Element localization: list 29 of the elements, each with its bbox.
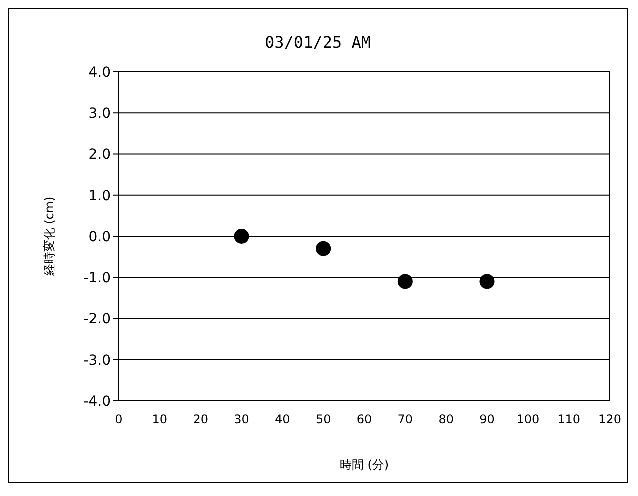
y-tick-label: 3.0 [88, 106, 111, 122]
y-tick-label: -2.0 [84, 312, 111, 328]
x-tick-label: 60 [356, 412, 372, 427]
y-tick-label: 4.0 [88, 64, 111, 81]
point [398, 274, 413, 290]
x-tick-label: 50 [316, 412, 332, 427]
x-tick-label: 20 [193, 412, 208, 427]
y-tick-label: -3.0 [84, 352, 111, 369]
x-tick-label: 90 [480, 412, 495, 427]
y-tick-label: -1.0 [84, 270, 111, 287]
point [234, 229, 250, 244]
x-tick-label: 10 [152, 412, 168, 427]
x-axis-title: 時間 (分) [340, 458, 390, 472]
point [480, 274, 495, 290]
x-tick-label: 110 [558, 412, 581, 427]
y-tick-label: 1.0 [88, 188, 111, 204]
x-tick-label: 120 [598, 412, 622, 427]
y-axis-title: 経時変化 (cm) [42, 196, 56, 278]
y-tick-label: -4.0 [84, 394, 111, 410]
point [316, 241, 332, 256]
x-tick-label: 30 [234, 412, 250, 427]
chart-title: 03/01/25 AM [264, 32, 372, 54]
y-tick-label: 2.0 [88, 147, 111, 164]
y-tick-label: 0.0 [88, 229, 111, 246]
x-tick-label: 0 [115, 412, 123, 427]
x-tick-label: 80 [438, 412, 454, 427]
x-tick-label: 100 [516, 412, 540, 427]
x-tick-label: 40 [275, 412, 290, 427]
x-tick-label: 70 [398, 412, 414, 427]
